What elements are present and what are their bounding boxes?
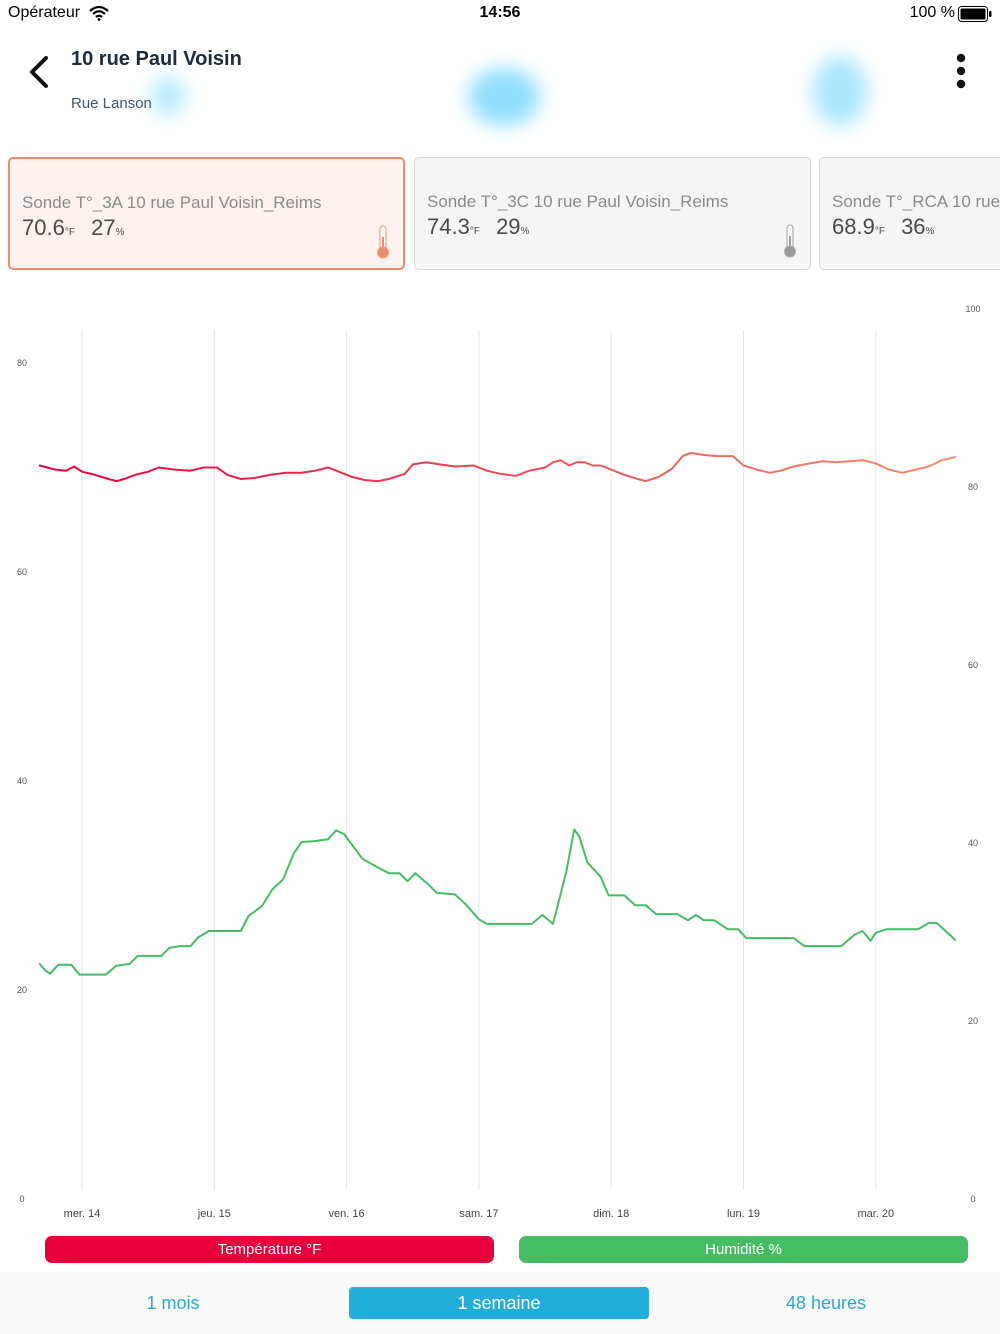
humidity-unit: %	[115, 227, 125, 238]
sensor-readings: 70.6°F 27%	[22, 215, 124, 241]
weather-blur	[468, 68, 540, 126]
range-48h-button[interactable]: 48 heures	[785, 1293, 867, 1313]
y-right-tick-label: 60	[968, 660, 978, 670]
thermometer-icon	[377, 225, 389, 259]
sensor-readings: 68.9°F 36%	[832, 214, 934, 240]
y-left-tick-label: 40	[17, 776, 27, 786]
temperature-unit: °F	[64, 227, 75, 238]
temperature-unit: °F	[469, 226, 480, 237]
temperature-series-line	[38, 451, 957, 483]
y-right-tick-label: 100	[965, 304, 980, 314]
humidity-unit: %	[925, 226, 935, 237]
sensor-temperature: 70.6	[22, 215, 65, 240]
sensor-humidity: 27	[91, 215, 116, 240]
more-vertical-icon[interactable]	[946, 52, 976, 92]
x-tick-label: lun. 19	[727, 1208, 760, 1220]
battery-icon	[958, 6, 992, 22]
header: 10 rue Paul Voisin Rue Lanson	[0, 28, 1000, 150]
legend-temperature-button[interactable]: Température °F	[45, 1236, 494, 1263]
carrier-label: Opérateur	[8, 4, 81, 21]
chevron-left-icon[interactable]	[24, 54, 54, 90]
x-tick-label: mer. 14	[64, 1208, 101, 1220]
y-left-tick-label: 20	[17, 985, 27, 995]
range-selector: 1 mois 1 semaine 48 heures	[0, 1272, 1000, 1334]
sensor-name: Sonde T°_3A 10 rue Paul Voisin_Reims	[22, 193, 322, 212]
sensor-readings: 74.3°F 29%	[427, 214, 529, 240]
sensor-temperature: 74.3	[427, 214, 470, 239]
temperature-unit: °F	[874, 226, 885, 237]
sensor-humidity: 29	[496, 214, 521, 239]
sensor-name: Sonde T°_RCA 10 rue Paul Voisin_Reims	[832, 192, 1000, 211]
thermometer-icon	[784, 224, 796, 258]
sensor-temperature: 68.9	[832, 214, 875, 239]
range-week-button[interactable]: 1 semaine	[349, 1287, 649, 1319]
y-right-tick-label: 40	[968, 838, 978, 848]
x-tick-label: jeu. 15	[197, 1208, 231, 1220]
y-right-tick-label: 80	[968, 482, 978, 492]
history-chart-svg: mer. 14 jeu. 15 ven. 16 sam. 17 dim. 18 lun. …	[17, 304, 981, 1220]
x-tick-label: sam. 17	[459, 1208, 498, 1220]
history-chart: mer. 14 jeu. 15 ven. 16 sam. 17 dim. 18 lun. …	[0, 290, 1000, 1230]
sensor-card[interactable]: Sonde T°_3C 10 rue Paul Voisin_Reims 74.…	[414, 157, 811, 270]
y-left-tick-label: 80	[17, 358, 27, 368]
weather-blur	[812, 56, 868, 126]
sensor-humidity: 36	[901, 214, 926, 239]
weather-blur	[150, 76, 186, 116]
status-time: 14:56	[479, 4, 521, 21]
page-subtitle: Rue Lanson	[71, 95, 152, 112]
y-left-tick-label: 0	[19, 1194, 24, 1204]
x-tick-label: dim. 18	[593, 1208, 629, 1220]
x-tick-label: mar. 20	[857, 1208, 894, 1220]
status-bar: Opérateur 14:56 100 %	[0, 0, 1000, 28]
humidity-unit: %	[520, 226, 530, 237]
wifi-icon	[89, 5, 109, 21]
sensor-card-list: Sonde T°_3A 10 rue Paul Voisin_Reims 70.…	[0, 155, 1000, 273]
y-right-tick-label: 0	[970, 1194, 975, 1204]
humidity-series-line	[38, 828, 957, 976]
battery-percent: 100 %	[909, 4, 955, 21]
sensor-name: Sonde T°_3C 10 rue Paul Voisin_Reims	[427, 192, 729, 211]
y-left-tick-label: 60	[17, 567, 27, 577]
y-right-tick-label: 20	[968, 1016, 978, 1026]
x-tick-label: ven. 16	[329, 1208, 365, 1220]
legend-humidity-button[interactable]: Humidité %	[519, 1236, 968, 1263]
sensor-card[interactable]: Sonde T°_RCA 10 rue Paul Voisin_Reims 68…	[819, 157, 1000, 270]
range-month-button[interactable]: 1 mois	[146, 1293, 200, 1313]
sensor-card[interactable]: Sonde T°_3A 10 rue Paul Voisin_Reims 70.…	[8, 157, 405, 270]
page-title: 10 rue Paul Voisin	[71, 48, 242, 70]
